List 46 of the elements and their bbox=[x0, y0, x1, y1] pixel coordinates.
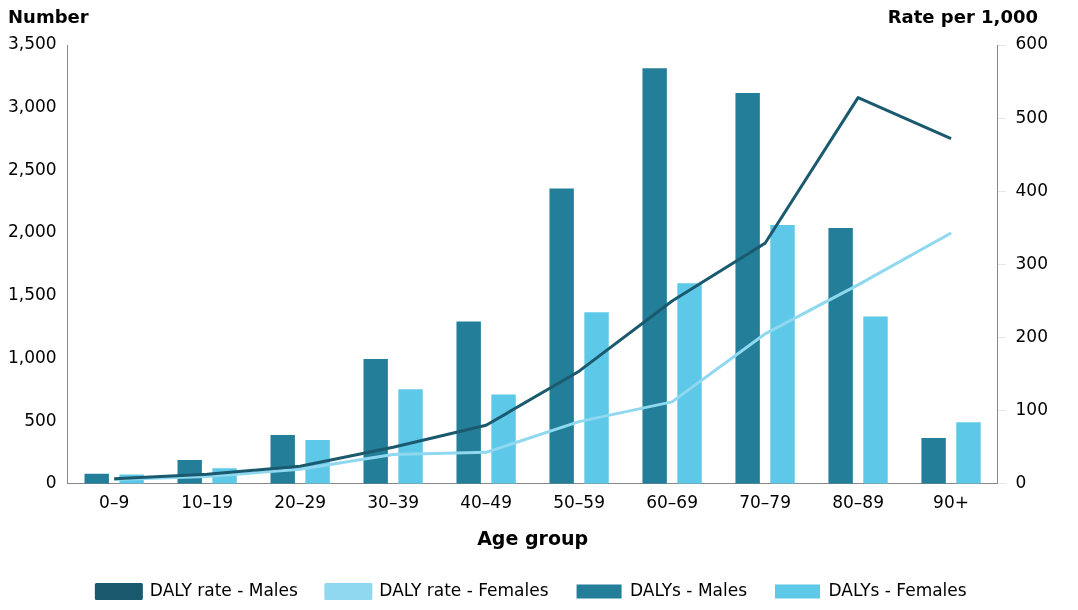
bar bbox=[770, 224, 795, 484]
y2-tick-label: 0 bbox=[1015, 472, 1027, 493]
y-tick-label: 2,500 bbox=[8, 158, 57, 179]
bar bbox=[584, 312, 609, 484]
x-tick-label: 80–89 bbox=[832, 492, 884, 513]
bar bbox=[828, 228, 853, 484]
bar bbox=[677, 283, 702, 484]
y-tick-label: 3,500 bbox=[8, 33, 57, 54]
x-axis-title: Age group bbox=[477, 526, 589, 549]
legend-label: DALY rate - Males bbox=[149, 579, 298, 600]
legend-label: DALY rate - Females bbox=[379, 579, 549, 600]
y-tick-label: 1,500 bbox=[8, 284, 57, 305]
y2-axis-title: Rate per 1,000 bbox=[887, 6, 1038, 27]
bar bbox=[549, 188, 574, 484]
y-axis-title: Number bbox=[8, 6, 89, 27]
x-tick-label: 50–59 bbox=[553, 492, 605, 513]
y-tick-label: 1,000 bbox=[8, 346, 57, 367]
y-tick-label: 0 bbox=[45, 472, 57, 493]
x-tick-label: 60–69 bbox=[646, 492, 698, 513]
x-tick-label: 0–9 bbox=[99, 492, 130, 513]
bar bbox=[456, 321, 481, 484]
x-tick-label: 90+ bbox=[933, 492, 969, 513]
x-tick-label: 70–79 bbox=[739, 492, 791, 513]
y2-tick-label: 500 bbox=[1015, 106, 1049, 127]
bar bbox=[642, 68, 667, 484]
y-tick-label: 3,000 bbox=[8, 96, 57, 117]
legend-label: DALYs - Males bbox=[630, 579, 748, 600]
x-tick-label: 40–49 bbox=[460, 492, 512, 513]
bar bbox=[956, 422, 981, 484]
x-tick-label: 20–29 bbox=[274, 492, 327, 513]
y-tick-label: 500 bbox=[24, 409, 57, 430]
y2-tick-label: 200 bbox=[1015, 325, 1049, 346]
bar bbox=[735, 92, 760, 484]
y2-tick-label: 400 bbox=[1015, 179, 1049, 200]
legend-label: DALYs - Females bbox=[828, 579, 967, 600]
x-tick-label: 30–39 bbox=[367, 492, 420, 513]
bar bbox=[921, 438, 946, 484]
bar bbox=[491, 394, 516, 484]
bar bbox=[398, 389, 423, 484]
y2-tick-label: 100 bbox=[1015, 399, 1049, 420]
bar bbox=[863, 316, 888, 484]
y2-tick-label: 600 bbox=[1015, 33, 1049, 54]
y-tick-label: 2,000 bbox=[8, 221, 57, 242]
y2-tick-label: 300 bbox=[1015, 252, 1049, 273]
x-tick-label: 10–19 bbox=[181, 492, 234, 513]
bar bbox=[363, 359, 388, 484]
